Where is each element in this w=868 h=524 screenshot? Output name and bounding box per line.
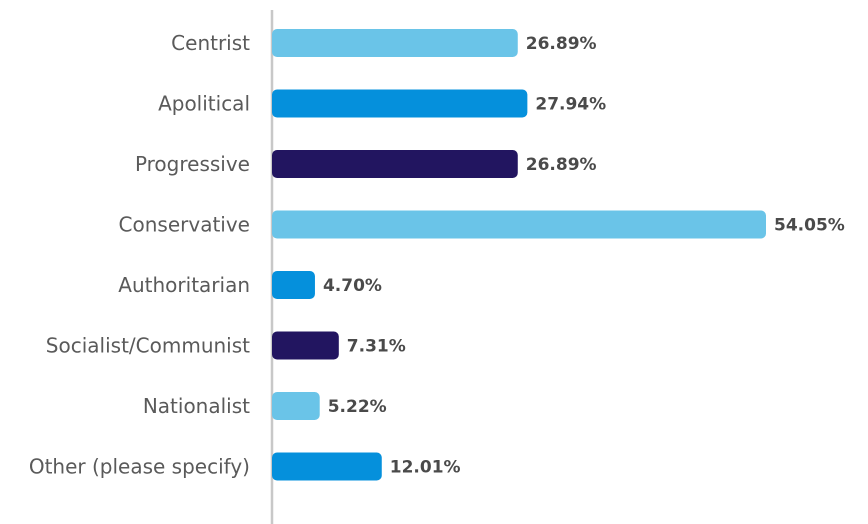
value-label: 5.22% [328,397,387,417]
bar [272,210,766,239]
bar [272,89,528,118]
bar [272,331,339,360]
value-label: 27.94% [535,95,606,115]
bar-row: Apolitical 27.94% [158,89,606,118]
bar-row: Nationalist 5.22% [143,392,387,420]
value-label: 12.01% [390,458,461,478]
bar [272,392,320,420]
value-label: 54.05% [774,216,845,236]
bar [272,452,382,481]
category-label: Apolitical [158,92,250,116]
bar-row: Socialist/Communist 7.31% [46,331,406,360]
bar [272,271,315,299]
bar-row: Conservative 54.05% [119,210,845,239]
category-label: Authoritarian [118,273,250,297]
category-label: Nationalist [143,394,250,418]
bar-row: Centrist 26.89% [171,29,597,57]
category-label: Conservative [119,213,250,237]
category-label: Socialist/Communist [46,334,250,358]
category-label: Other (please specify) [29,455,250,479]
bar-row: Progressive 26.89% [135,150,597,178]
value-label: 7.31% [347,337,406,357]
category-label: Progressive [135,152,250,176]
bar [272,150,518,178]
category-label: Centrist [171,31,250,55]
bar-row: Authoritarian 4.70% [118,271,382,299]
bars-group: Centrist 26.89% Apolitical 27.94% Progressiv… [29,29,845,481]
bar [272,29,518,57]
value-label: 26.89% [526,34,597,54]
bar-row: Other (please specify) 12.01% [29,452,461,481]
value-label: 4.70% [323,276,382,296]
value-label: 26.89% [526,155,597,175]
